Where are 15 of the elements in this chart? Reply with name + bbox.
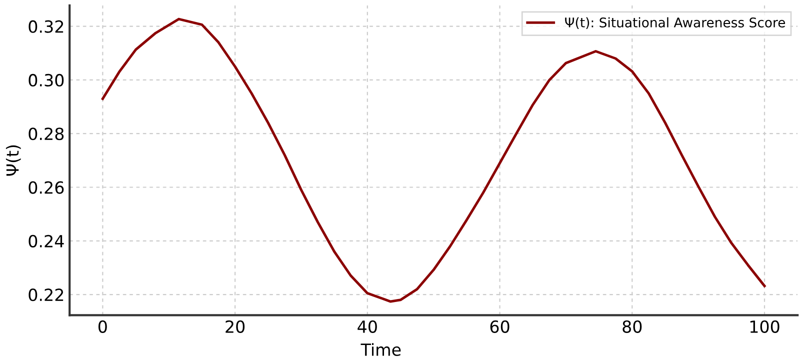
y-tick-label: 0.30 [28, 74, 64, 87]
legend-label: Ψ(t): Situational Awareness Score [565, 17, 786, 30]
x-tick-label: 0 [98, 320, 107, 333]
y-tick-label: 0.26 [28, 181, 64, 194]
y-tick-label: 0.28 [28, 128, 64, 140]
y-axis-title: Ψ(t) [6, 145, 21, 176]
x-tick-label: 40 [358, 320, 377, 333]
y-tick-label: 0.24 [28, 234, 64, 248]
x-tick-label: 20 [226, 320, 245, 333]
x-axis-title: Time [360, 343, 401, 356]
y-tick-label: 0.22 [28, 288, 64, 302]
y-tick-label: 0.32 [28, 20, 64, 33]
x-tick-label: 100 [750, 320, 780, 333]
x-tick-label: 80 [622, 320, 642, 333]
x-tick-label: 60 [490, 320, 510, 333]
